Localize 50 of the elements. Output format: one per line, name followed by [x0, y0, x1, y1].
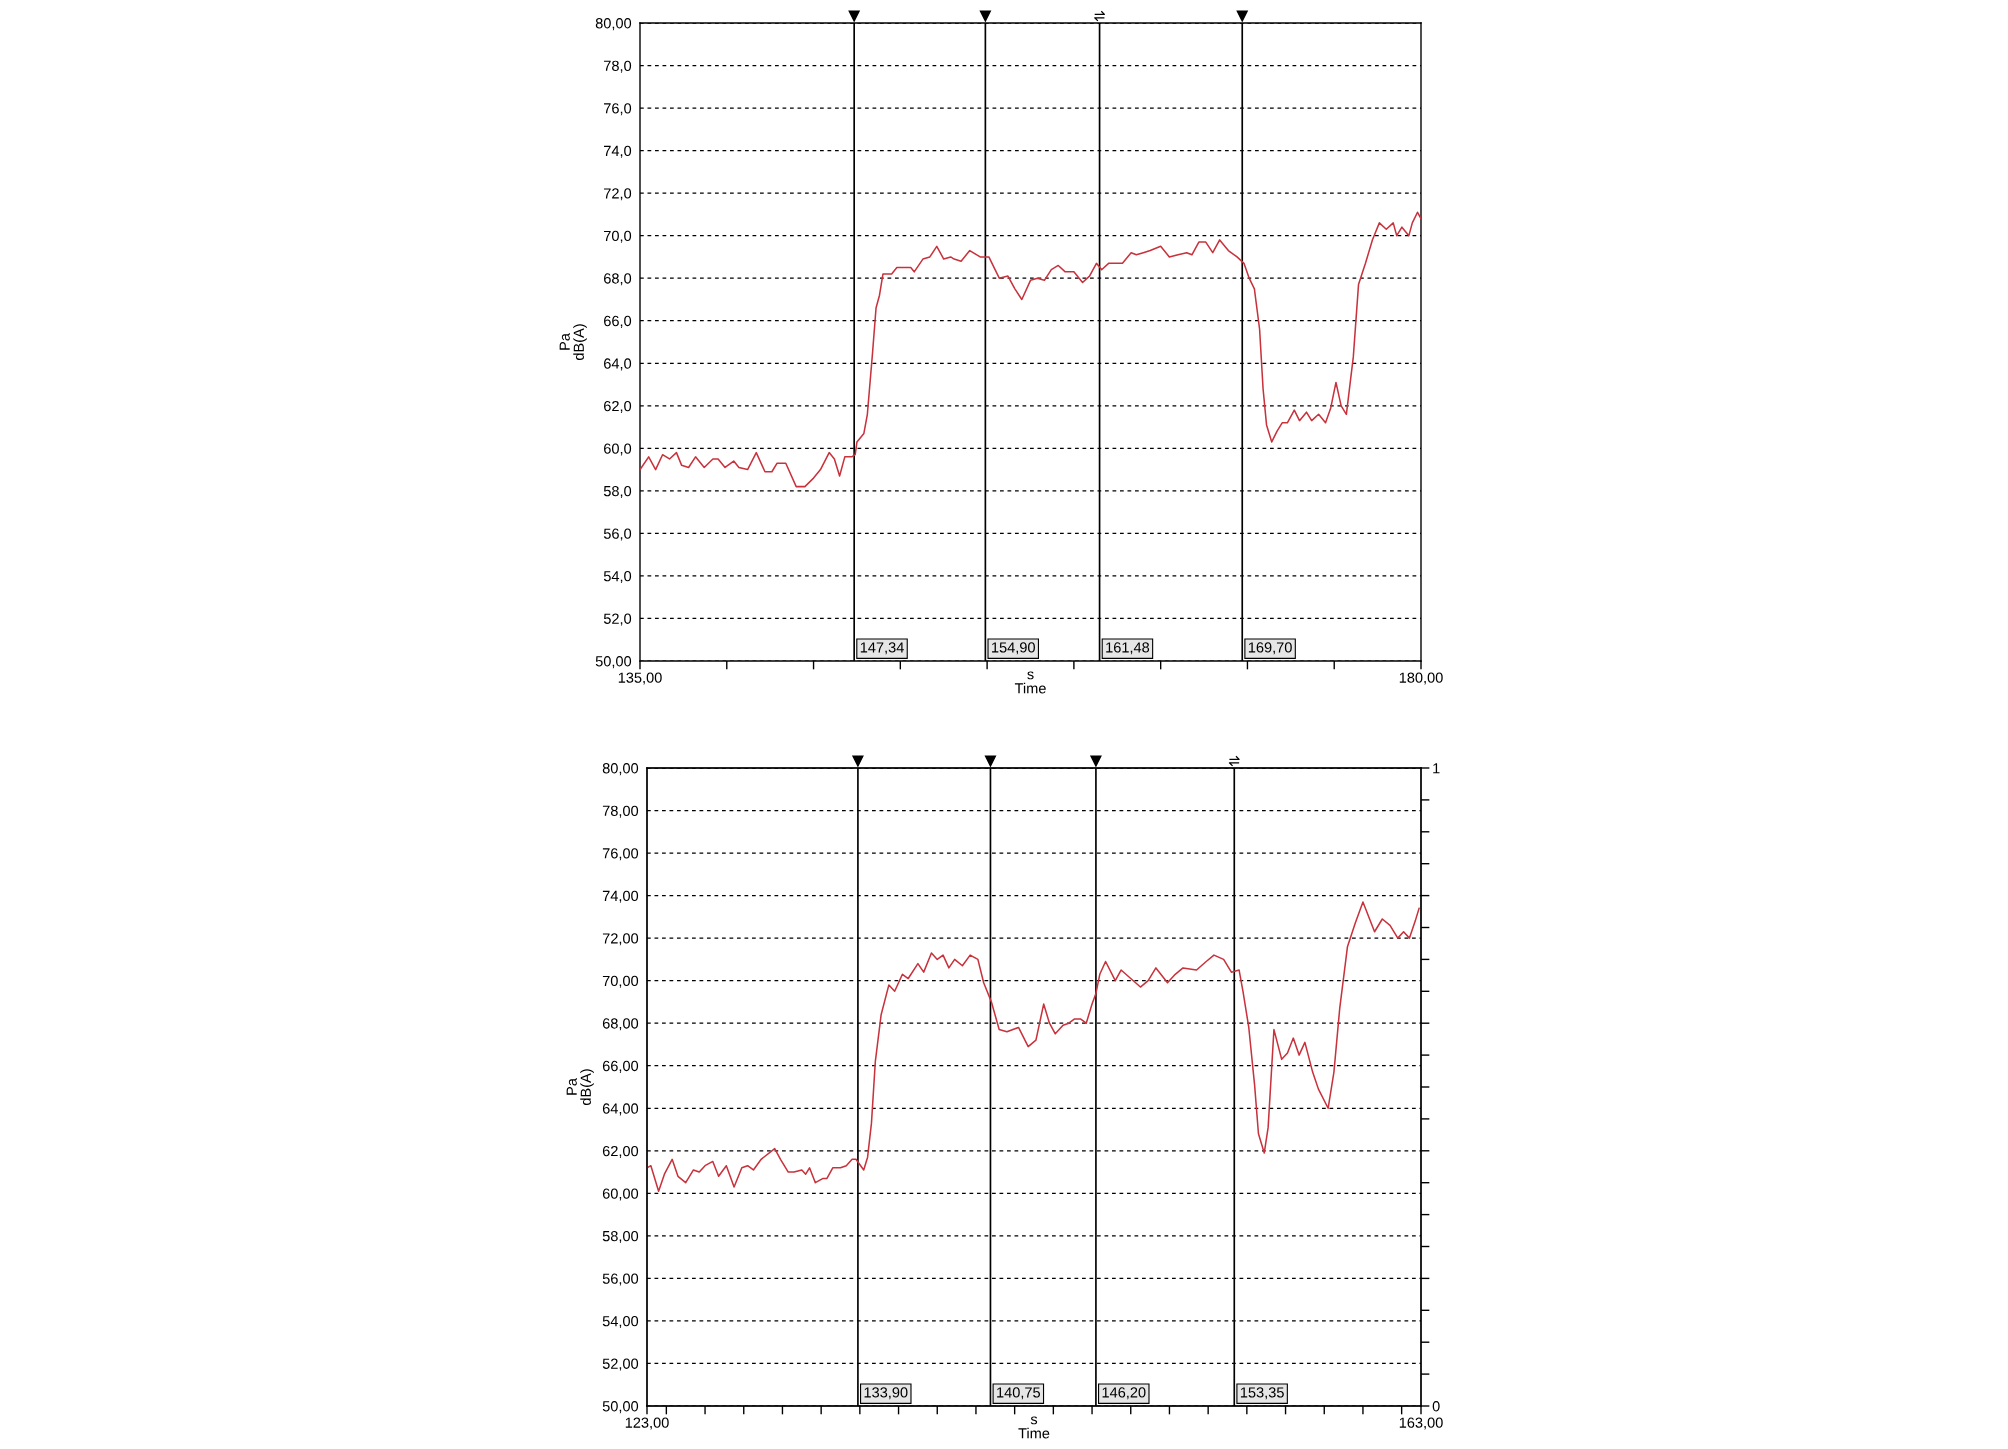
ref-line-label: 169,70: [1248, 642, 1292, 655]
y-tick-label: 80,00: [602, 763, 639, 776]
y-tick-label: 64,0: [604, 358, 632, 371]
y-tick-label: 62,0: [604, 400, 632, 413]
y-tick-label: 56,00: [602, 1273, 639, 1286]
ref-line-label: 147,34: [860, 642, 904, 655]
ref-line-label: 154,90: [992, 642, 1035, 655]
x-axis-title: s Time: [1018, 1416, 1050, 1439]
y2-tick-label: 0: [1432, 1401, 1440, 1412]
y-tick-label: 66,0: [604, 315, 632, 328]
y-tick-label: 72,0: [604, 188, 632, 201]
x-tick-label: 180,00: [1399, 672, 1443, 685]
ref-line-label: 140,75: [997, 1387, 1041, 1400]
y-axis-title: Pa dB(A): [566, 1069, 594, 1106]
y-tick-label: 62,00: [602, 1145, 639, 1158]
ref-line-label: 133,90: [864, 1387, 908, 1400]
ref-line-label: 153,35: [1240, 1387, 1284, 1400]
x-tick-label: 135,00: [618, 672, 662, 685]
y-tick-label: 70,00: [602, 975, 639, 988]
y-tick-label: 68,0: [604, 273, 632, 286]
y-tick-label: 52,0: [603, 613, 632, 626]
y-tick-label: 64,00: [602, 1103, 639, 1116]
x-tick-label: 123,00: [625, 1417, 669, 1430]
y-tick-label: 60,00: [602, 1188, 639, 1201]
y-tick-label: 76,0: [604, 103, 632, 116]
y-tick-label: 66,00: [602, 1060, 639, 1073]
y-tick-label: 58,00: [602, 1230, 639, 1244]
y-tick-label: 60,0: [604, 443, 632, 456]
y-tick-label: 50,00: [595, 656, 632, 669]
y-tick-label: 52,00: [602, 1358, 639, 1371]
y-tick-label: 74,00: [602, 890, 639, 903]
y-axis-title: Pa dB(A): [559, 324, 587, 361]
y-tick-label: 80,00: [595, 18, 632, 31]
y-tick-label: 74,0: [604, 145, 632, 158]
y-tick-label: 54,0: [603, 571, 632, 584]
y-tick-label: 78,00: [602, 805, 639, 818]
y-tick-label: 54,00: [602, 1316, 639, 1329]
ref-line-label: 146,20: [1102, 1387, 1146, 1400]
y2-tick-label: 1: [1433, 763, 1440, 774]
y-tick-label: 72,00: [602, 933, 639, 946]
ref-line-label: 161,48: [1106, 642, 1150, 655]
y-tick-label: 50,00: [602, 1401, 639, 1414]
y-tick-label: 68,00: [602, 1018, 639, 1031]
y-tick-label: 78,0: [604, 60, 632, 73]
y-tick-label: 76,00: [602, 848, 639, 861]
y-tick-label: 56,0: [603, 528, 632, 541]
x-axis-title: s Time: [1014, 671, 1046, 694]
y-tick-label: 58,0: [603, 485, 632, 499]
x-tick-label: 163,00: [1399, 1417, 1443, 1430]
y-tick-label: 70,0: [604, 230, 632, 243]
